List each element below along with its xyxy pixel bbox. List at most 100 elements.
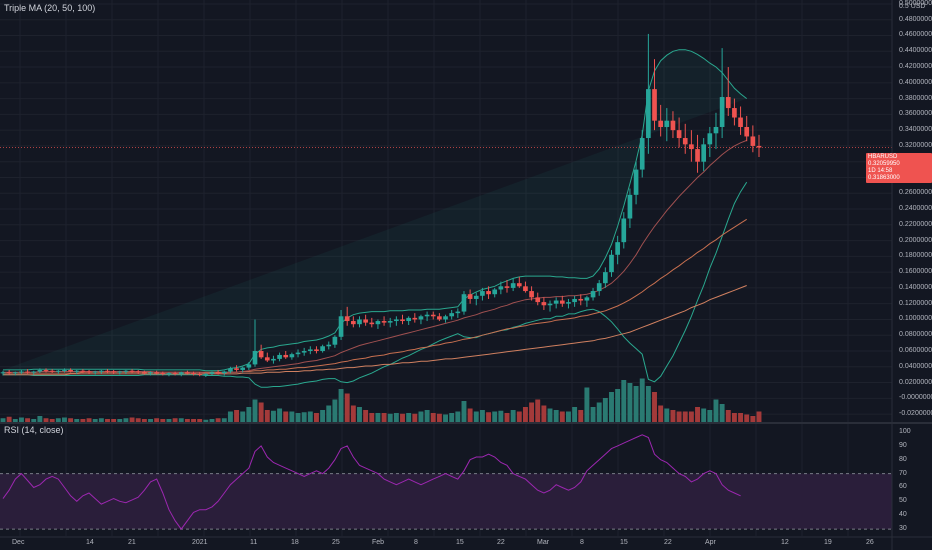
candle <box>25 369 30 374</box>
candle <box>664 108 670 142</box>
candle <box>68 368 73 373</box>
volume-bar <box>596 402 602 422</box>
candle <box>621 212 627 249</box>
candle <box>590 287 596 301</box>
volume-bar <box>621 380 627 422</box>
candle-body <box>129 370 135 372</box>
volume-bar <box>270 410 276 422</box>
volume-bar <box>695 407 700 422</box>
candle-body <box>572 298 577 303</box>
candle-body <box>338 316 344 337</box>
candle-body <box>25 371 30 373</box>
volume-bar <box>80 419 86 422</box>
candle-body <box>166 373 172 375</box>
volume-bar <box>74 419 80 422</box>
candle <box>277 352 282 362</box>
candle <box>400 314 405 325</box>
candle-body <box>74 370 80 372</box>
candle-body <box>394 319 399 322</box>
volume-bar <box>31 419 37 422</box>
candle-body <box>351 321 356 325</box>
candle-body <box>172 373 178 375</box>
candle-body <box>553 300 559 304</box>
candle-body <box>332 336 338 345</box>
candle <box>111 369 116 374</box>
volume-bar <box>412 413 418 422</box>
candle <box>0 370 6 376</box>
candle-body <box>510 283 516 288</box>
volume-bar <box>129 417 135 422</box>
volume-bar <box>559 411 565 422</box>
price-tag-countdown-line: 1D 14:58 <box>868 168 893 174</box>
volume-bar <box>326 405 332 422</box>
candle-body <box>541 302 547 306</box>
candle-body <box>732 108 737 118</box>
volume-bar <box>375 413 381 422</box>
candle <box>178 371 184 377</box>
candle <box>86 369 92 374</box>
candle-body <box>516 283 522 287</box>
moving-average-lines <box>0 49 892 388</box>
candle-body <box>19 371 24 373</box>
candle <box>498 281 504 295</box>
volume-bar <box>0 418 6 422</box>
time-axis-label: 11 <box>250 539 258 546</box>
volume-bar <box>738 413 744 422</box>
candle-body <box>670 120 676 131</box>
volume-bar <box>553 410 559 422</box>
candle <box>375 319 381 329</box>
candle-body <box>0 372 6 374</box>
candle <box>529 286 534 301</box>
candle <box>252 319 258 367</box>
candle-body <box>264 357 270 361</box>
volume-bar <box>713 399 719 422</box>
time-axis-label: 19 <box>824 539 832 546</box>
candle-body <box>252 351 258 365</box>
triple-ma-title[interactable]: Triple MA (20, 50, 100) <box>4 3 96 13</box>
candle-body <box>295 352 301 355</box>
volume-bar <box>264 410 270 422</box>
candle <box>209 371 215 376</box>
volume-bar <box>344 393 350 422</box>
candle <box>62 368 67 373</box>
candle <box>553 297 559 309</box>
volume-bar <box>658 405 664 422</box>
volume-bar <box>234 410 240 422</box>
volume-bar <box>535 399 541 422</box>
volume-bar <box>498 410 504 422</box>
volume-bar <box>547 408 553 422</box>
volume-bar <box>289 411 295 422</box>
candle-body <box>197 373 203 375</box>
rsi-axis-label: 30 <box>899 525 907 533</box>
candle-body <box>566 302 571 304</box>
rsi-axis-label: 60 <box>899 483 907 491</box>
price-axis-unit-label[interactable]: USD <box>910 3 926 10</box>
volume-bar <box>670 410 676 422</box>
candle-body <box>664 120 670 127</box>
volume-bar <box>584 387 590 422</box>
candle-body <box>271 358 276 361</box>
candle <box>578 294 584 306</box>
candle <box>652 59 657 131</box>
candle-body <box>357 319 362 325</box>
candle <box>215 369 221 375</box>
volume-bar <box>307 411 313 422</box>
rsi-title[interactable]: RSI (14, close) <box>4 425 64 435</box>
candle <box>523 281 528 293</box>
volume-bar <box>590 407 596 422</box>
candle <box>633 161 639 205</box>
candle-body <box>615 242 620 255</box>
candle-body <box>467 294 473 299</box>
candle <box>191 371 196 376</box>
candle-body <box>412 317 418 320</box>
candle <box>406 316 411 325</box>
candle <box>486 286 491 299</box>
candle <box>49 369 55 374</box>
candle <box>467 289 473 304</box>
candle-body <box>31 371 37 373</box>
